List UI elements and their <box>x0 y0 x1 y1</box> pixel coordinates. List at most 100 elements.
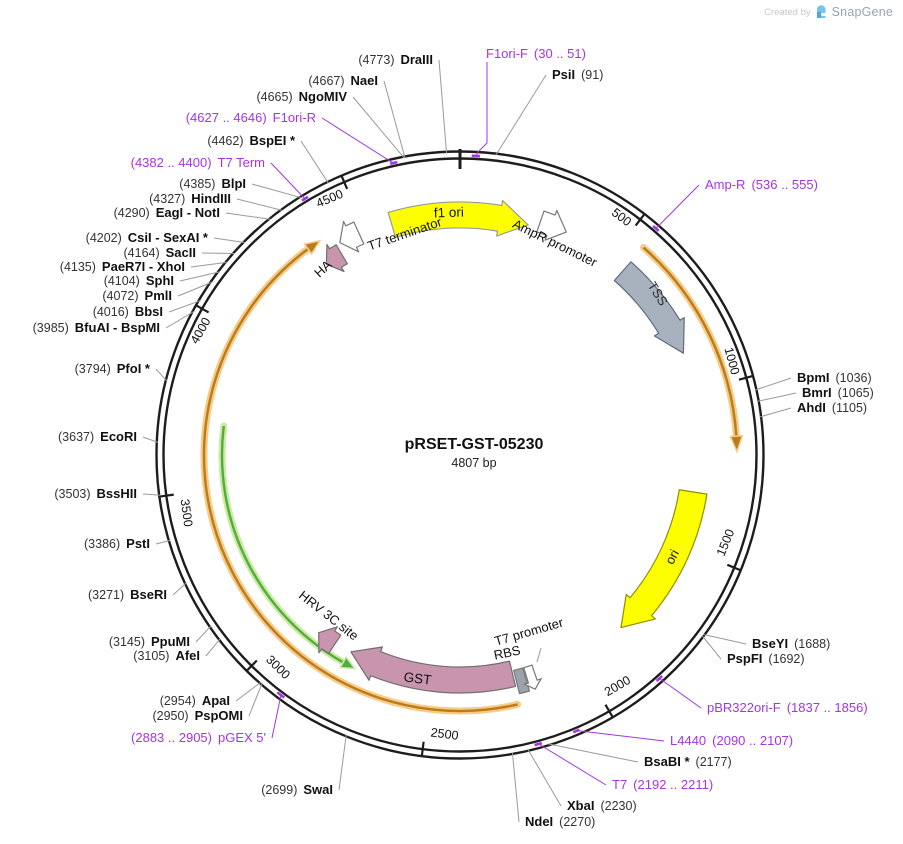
feature-t7-terminator <box>340 221 364 251</box>
feature-gst <box>351 647 516 693</box>
tick-label-2000: 2000 <box>602 673 633 699</box>
site-label-ahdi: AhdI(1105) <box>797 400 867 415</box>
primer-label-pgex-5: (2883 .. 2905)pGEX 5' <box>131 730 266 745</box>
tick-label-4000: 4000 <box>188 315 214 346</box>
site-pointer-line <box>156 369 167 381</box>
site-label-bseyi: BseYI(1688) <box>752 636 830 651</box>
site-label-bbsi: (4016)BbsI <box>93 304 163 319</box>
site-label-ppumi: (3145)PpuMI <box>109 634 190 649</box>
primer-pointer-line <box>576 731 664 741</box>
site-label-ndei: NdeI(2270) <box>525 814 595 829</box>
site-label-bspei: (4462)BspEI * <box>207 133 296 148</box>
tick-label-1500: 1500 <box>714 527 738 558</box>
site-label-pmli: (4072)PmlI <box>102 288 172 303</box>
site-label-psti: (3386)PstI <box>84 536 150 551</box>
site-pointer-line <box>755 378 791 390</box>
primer-pointer-line <box>322 118 394 163</box>
plasmid-name: pRSET-GST-05230 <box>405 436 544 453</box>
site-pointer-line <box>214 238 245 243</box>
orf-arc <box>644 248 737 439</box>
site-label-bfuai-bspmi: (3985)BfuAI - BspMI <box>33 320 160 335</box>
site-pointer-line <box>757 393 796 401</box>
orf-arrowhead <box>730 436 742 452</box>
tick-mark <box>196 305 209 312</box>
tick-label-500: 500 <box>609 205 634 229</box>
site-pointer-line <box>703 634 746 644</box>
site-label-csii-sexai: (4202)CsiI - SexAI * <box>86 230 209 245</box>
feature-pointer-line <box>537 648 541 662</box>
orf-arc-halo <box>204 248 518 711</box>
site-label-pspfi: PspFI(1692) <box>727 651 805 666</box>
site-label-bseri: (3271)BseRI <box>88 587 167 602</box>
site-label-hindiii: (4327)HindIII <box>149 191 231 206</box>
site-pointer-line <box>301 141 328 183</box>
primer-label-t7-term: (4382 .. 4400)T7 Term <box>131 155 265 170</box>
feature-t7-promoter <box>524 665 541 689</box>
tick-label-2500: 2500 <box>430 726 459 743</box>
feature-label-t7-promoter: T7 promoter <box>493 615 566 649</box>
site-label-blpi: (4385)BlpI <box>179 176 246 191</box>
primer-label-f1ori-f: F1ori-F(30 .. 51) <box>486 46 586 61</box>
site-label-sacii: (4164)SacII <box>124 245 197 260</box>
site-pointer-line <box>702 636 721 659</box>
tick-mark <box>422 742 424 757</box>
site-pointer-line <box>439 60 447 153</box>
site-pointer-line <box>236 682 261 701</box>
site-pointer-line <box>202 253 235 254</box>
site-pointer-line <box>252 184 302 198</box>
primer-pointer-line <box>659 678 701 708</box>
site-label-bmri: BmrI(1065) <box>802 385 874 400</box>
orf-arc <box>222 426 345 663</box>
snapgene-credit: Created by SnapGene <box>764 5 893 19</box>
created-by-text: Created by <box>764 7 810 18</box>
site-pointer-line <box>496 75 546 155</box>
primer-pointer-line <box>272 695 281 738</box>
site-label-bpmi: BpmI(1036) <box>797 370 872 385</box>
site-pointer-line <box>196 626 211 642</box>
backbone-inner-ring <box>164 159 757 752</box>
primer-label-amp-r: Amp-R(536 .. 555) <box>705 177 818 192</box>
site-label-sphi: (4104)SphI <box>104 273 174 288</box>
site-pointer-line <box>173 583 186 595</box>
snapgene-brand-text: SnapGene <box>832 5 893 19</box>
site-pointer-line <box>528 749 561 806</box>
site-label-xbai: XbaI(2230) <box>567 798 637 813</box>
tick-label-3500: 3500 <box>178 498 196 528</box>
site-pointer-line <box>512 752 519 822</box>
snapgene-logo-icon <box>816 5 827 19</box>
tick-label-3000: 3000 <box>263 653 293 683</box>
site-label-apai: (2954)ApaI <box>160 693 230 708</box>
site-label-draiii: (4773)DraIII <box>358 52 433 67</box>
plasmid-size: 4807 bp <box>451 456 496 470</box>
site-label-paer7i-xhoi: (4135)PaeR7I - XhoI <box>60 259 185 274</box>
primer-pointer-line <box>656 185 699 229</box>
tick-label-4500: 4500 <box>314 187 345 211</box>
site-label-pfoi: (3794)PfoI * <box>75 361 151 376</box>
site-pointer-line <box>249 683 262 716</box>
site-pointer-line <box>226 213 271 219</box>
orf-arc-halo <box>644 248 737 439</box>
site-label-ecori: (3637)EcoRI <box>58 429 137 444</box>
orf-arc <box>204 248 518 711</box>
site-pointer-line <box>206 639 220 656</box>
site-pointer-line <box>548 744 638 762</box>
site-pointer-line <box>237 199 283 211</box>
site-pointer-line <box>339 735 346 790</box>
primer-label-l4440: L4440(2090 .. 2107) <box>670 733 793 748</box>
site-label-psii: PsiI(91) <box>552 67 603 82</box>
tick-mark <box>159 495 174 497</box>
site-label-naei: (4667)NaeI <box>308 73 378 88</box>
site-label-pspomi: (2950)PspOMI <box>152 708 243 723</box>
tick-mark <box>636 214 645 226</box>
tick-mark <box>605 705 613 718</box>
primer-label-f1ori-r: (4627 .. 4646)F1ori-R <box>186 110 316 125</box>
primer-pointer-line <box>476 62 487 156</box>
site-pointer-line <box>760 408 791 417</box>
site-pointer-line <box>166 311 194 328</box>
site-label-afei: (3105)AfeI <box>133 648 200 663</box>
site-label-swai: (2699)SwaI <box>261 782 333 797</box>
site-label-eagi-noti: (4290)EagI - NotI <box>114 205 220 220</box>
site-label-bsshii: (3503)BssHII <box>54 486 137 501</box>
